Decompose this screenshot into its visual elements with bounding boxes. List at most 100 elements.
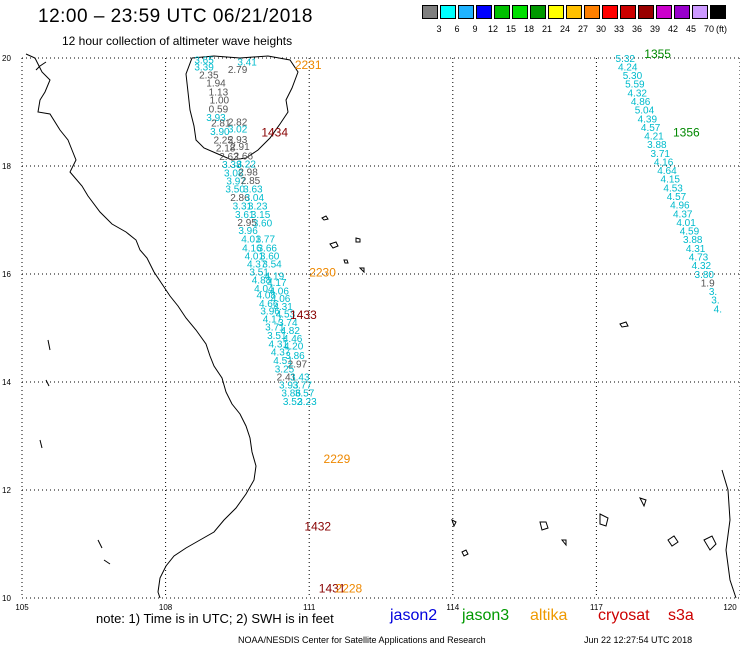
wave-height-value: 4.17: [263, 315, 283, 326]
wave-height-value: 4.17: [267, 278, 287, 289]
wave-height-value: 3.71: [265, 323, 285, 334]
wave-height-value: 4.: [714, 304, 722, 315]
wave-height-value: 4.37: [673, 209, 693, 220]
wave-height-value: 3.: [709, 287, 717, 298]
wave-height-value: 2.93: [228, 135, 248, 146]
coastline: [25, 53, 737, 599]
wave-height-value: 4.06: [271, 294, 291, 305]
wave-height-value: 5.32: [616, 54, 636, 65]
wave-height-value: 3.96: [238, 226, 258, 237]
lat-label: 10: [2, 594, 11, 603]
wave-height-value: 1.00: [210, 95, 230, 106]
wave-height-value: 3.65: [194, 55, 214, 66]
wave-height-value: 4.46: [283, 334, 303, 345]
island-10: [560, 539, 567, 547]
lat-label: 18: [2, 162, 11, 171]
lon-label: 120: [723, 603, 737, 612]
wave-height-value: 5.04: [635, 106, 655, 117]
wave-height-value: 3.93: [279, 380, 299, 391]
wave-height-value: 2.63: [219, 152, 239, 163]
wave-height-value: 2.98: [238, 168, 258, 179]
wave-height-value: 3.61: [235, 210, 255, 221]
wave-height-value: 4.86: [631, 97, 651, 108]
legend-label: 39: [649, 24, 660, 34]
lat-lon-grid: [21, 57, 740, 599]
island-11: [599, 513, 609, 527]
wave-height-value: 4.08: [257, 290, 277, 301]
wave-height-value: 4.82: [280, 326, 300, 337]
legend-swatch: [638, 5, 654, 19]
wave-height-value: 4.32: [692, 261, 712, 272]
island-12: [639, 497, 647, 508]
lat-label: 14: [2, 378, 11, 387]
wave-height-value: 3.31: [233, 202, 253, 213]
wave-height-value: 4.24: [618, 62, 638, 73]
wave-height-value: 4.31: [686, 244, 706, 255]
map-title: 12:00 – 23:59 UTC 06/21/2018: [38, 6, 313, 27]
island-1: [321, 215, 329, 221]
wave-height-value: 4.37: [247, 260, 267, 271]
wave-height-value: 3.66: [258, 243, 278, 254]
wave-height-value: 1.9: [701, 278, 715, 289]
pass-time-label: 1432: [304, 520, 331, 534]
wave-height-value: 3.39: [194, 62, 214, 73]
wave-height-value: 2.35: [199, 71, 219, 82]
wave-height-value: 4.57: [667, 192, 687, 203]
wave-height-value: 3.86: [285, 351, 305, 362]
wave-height-value: 2.25: [213, 135, 233, 146]
island-6: [619, 321, 629, 328]
legend-swatch: [566, 5, 582, 19]
palawan-coast: [721, 469, 737, 599]
footer-note: note: 1) Time is in UTC; 2) SWH is in fe…: [96, 611, 334, 626]
pass-time-label: 1356: [673, 125, 700, 139]
pass-time-label: 2230: [309, 266, 336, 280]
wave-height-value: 4.51: [273, 356, 293, 367]
wave-height-value: 2.95: [237, 218, 257, 229]
wave-height-value: 3.: [711, 296, 719, 307]
island-9: [539, 521, 549, 531]
wave-height-value: 4.66: [259, 299, 279, 310]
lat-label: 20: [2, 54, 11, 63]
wave-height-value: 4.06: [269, 287, 289, 298]
pass-time-label: 1433: [290, 308, 317, 322]
legend-unit: (ft): [716, 24, 727, 34]
wave-height-value: 3.23: [297, 397, 317, 408]
legend-label: 3: [436, 24, 442, 34]
lon-label: 108: [159, 603, 173, 612]
altimeter-tracks: 3.65 3.413.39 2.792.351.941.131.000.593.93…: [194, 47, 722, 596]
wave-height-value: 3.88: [647, 140, 667, 151]
wave-height-value: 4.21: [644, 132, 664, 143]
legend-swatch: [602, 5, 618, 19]
legend-swatch: [584, 5, 600, 19]
wave-height-value: 4.16: [242, 243, 262, 254]
island-15: [39, 339, 111, 565]
wave-height-value: 3.88: [683, 235, 703, 246]
axis-labels: 20 18 16 14 12 10 105 108 111 114 117 120: [2, 54, 737, 612]
wave-height-value: 2.41: [277, 372, 297, 383]
wave-height-value: 3.54: [262, 260, 282, 271]
gulf-coast-north: [35, 61, 47, 71]
legend-label: 18: [523, 24, 534, 34]
wave-height-value: 3.52: [283, 397, 303, 408]
legend-label: 70: [703, 24, 714, 34]
legend-swatch: [692, 5, 708, 19]
island-7: [451, 519, 457, 528]
legend-label: 45: [685, 24, 696, 34]
legend-label: 9: [472, 24, 478, 34]
wave-height-value: 3.43: [290, 372, 310, 383]
legend-label: 15: [505, 24, 516, 34]
wave-height-value: 4.01: [676, 218, 696, 229]
pass-time-label: 1434: [261, 125, 288, 139]
wave-height-value: 2.85: [241, 176, 261, 187]
wave-height-value: 3.93: [206, 113, 226, 124]
wave-height-value: 3.50: [225, 184, 245, 195]
lon-label: 117: [590, 603, 603, 612]
legend-label: 27: [577, 24, 588, 34]
lon-label: 111: [303, 603, 316, 612]
wave-height-value: 2.66: [234, 152, 254, 163]
wave-height-value: 3.41: [237, 58, 257, 69]
wave-height-value: 5.30: [623, 71, 643, 82]
island-8: [461, 549, 469, 557]
wave-height-value: 2.79: [228, 65, 248, 76]
